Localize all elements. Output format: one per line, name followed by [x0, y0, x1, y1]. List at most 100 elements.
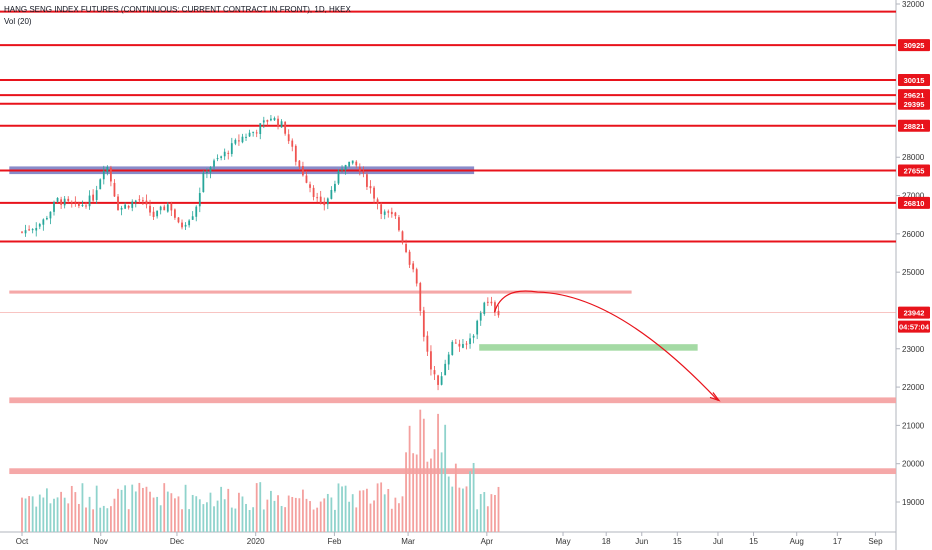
candle-body [198, 193, 201, 207]
volume-bar [149, 491, 151, 532]
x-tick-label: May [555, 537, 570, 546]
candle-body [216, 158, 219, 160]
volume-bar [245, 503, 247, 532]
volume-bar [465, 486, 468, 532]
candle-body [280, 121, 283, 128]
volume-bar [273, 500, 276, 532]
candle-body [483, 302, 486, 314]
x-tick-label: Nov [94, 537, 108, 546]
volume-bar [63, 497, 66, 532]
symbol-title: HANG SENG INDEX FUTURES (CONTINUOUS: CUR… [4, 5, 351, 14]
volume-bar [390, 508, 393, 532]
candle-body [45, 217, 48, 220]
volume-bar [444, 424, 447, 532]
volume-bar [476, 509, 479, 532]
volume-bar [159, 505, 162, 532]
volume-bar [216, 500, 219, 532]
volume-bar [106, 508, 109, 532]
price-badge [898, 306, 930, 319]
volume-bar [394, 497, 397, 532]
y-tick-label: 23000 [902, 345, 925, 354]
volume-bar [191, 494, 194, 532]
candle-body [259, 123, 262, 135]
volume-bar [42, 497, 45, 532]
candle-body [490, 301, 493, 304]
candle-body [476, 320, 479, 335]
candle-body [28, 229, 31, 231]
candle-body [67, 198, 70, 201]
volume-bar [230, 507, 233, 532]
volume-bar [312, 509, 315, 532]
x-tick-label: Sep [868, 537, 883, 546]
chart-legend: HANG SENG INDEX FUTURES (CONTINUOUS: CUR… [4, 4, 351, 28]
plot-area [0, 0, 896, 532]
volume-bar [440, 452, 443, 532]
candle-body [102, 170, 105, 180]
volume-bar [383, 494, 386, 532]
candle-body [458, 343, 461, 347]
volume-bar [405, 452, 407, 532]
volume-bar [81, 483, 84, 532]
candle-body [31, 229, 34, 231]
candle-body [184, 224, 187, 227]
candle-body [390, 211, 393, 215]
volume-bar [102, 505, 105, 532]
candle-body [63, 198, 66, 206]
candle-body [398, 217, 400, 231]
volume-bar [88, 496, 91, 532]
volume-bar [124, 485, 127, 532]
candle-body [312, 187, 315, 197]
volume-bar [341, 486, 343, 532]
candle-body [444, 363, 447, 376]
volume-bar [35, 506, 38, 532]
candle-body [408, 251, 411, 265]
candle-body [106, 166, 109, 173]
volume-bar [138, 482, 141, 532]
volume-bar [373, 500, 375, 532]
volume-bar [430, 458, 432, 532]
candle-body [70, 202, 73, 204]
candle-body [270, 118, 272, 121]
candle-body [195, 206, 198, 217]
candle-body [305, 175, 308, 183]
y-tick-label: 32000 [902, 0, 925, 9]
volume-bar [85, 507, 87, 532]
candle-body [273, 117, 276, 121]
x-tick-label: Jun [635, 537, 648, 546]
volume-bar [351, 494, 354, 532]
candle-body [430, 351, 432, 370]
candle-body [35, 227, 38, 231]
candle-body [344, 164, 347, 171]
candle-body [234, 139, 237, 144]
volume-bar [262, 509, 265, 532]
candle-body [376, 199, 379, 204]
candle-body [387, 211, 390, 213]
volume-bar [266, 499, 269, 532]
volume-bar [49, 503, 52, 532]
volume-bar [462, 488, 464, 532]
volume-bar [294, 497, 297, 532]
volume-bar [220, 486, 223, 532]
volume-bar [145, 486, 148, 532]
volume-bar [376, 483, 379, 532]
volume-bar [209, 492, 212, 532]
candle-body [419, 283, 422, 311]
candle-body [156, 210, 159, 217]
x-tick-label: Oct [16, 537, 29, 546]
y-tick-label: 20000 [902, 460, 925, 469]
volume-bar [181, 509, 183, 532]
volume-bar [366, 488, 368, 532]
volume-bar [166, 491, 169, 532]
candle-body [348, 161, 351, 167]
volume-bar [326, 493, 329, 532]
candle-body [170, 203, 173, 211]
volume-indicator-label: Vol (20) [4, 17, 32, 26]
volume-bar [302, 489, 304, 532]
volume-bar [60, 491, 63, 532]
volume-bar [334, 509, 336, 532]
x-tick-label: Mar [401, 537, 415, 546]
candle-body [152, 211, 155, 217]
volume-bar [490, 494, 493, 532]
candle-body [77, 203, 80, 206]
